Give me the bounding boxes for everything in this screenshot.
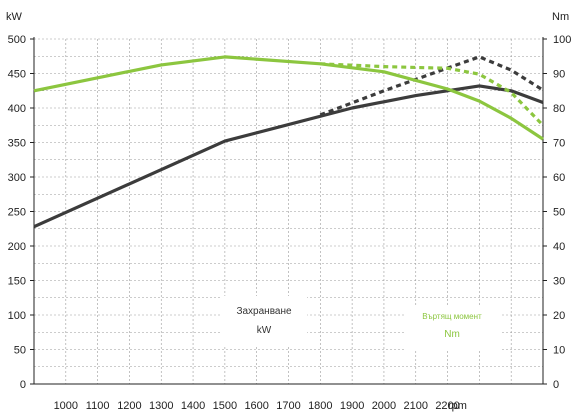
- left-tick-label: 50: [14, 345, 26, 357]
- right-tick-label: 50: [553, 207, 565, 219]
- left-tick-label: 450: [8, 69, 26, 81]
- torque-legend-unit: Nm: [444, 329, 460, 340]
- x-tick-label: 1500: [213, 400, 237, 412]
- left-tick-label: 200: [8, 241, 26, 253]
- torque-legend: Въртящ момент Nm: [404, 306, 500, 350]
- right-tick-label: 40: [553, 241, 565, 253]
- torque-legend-title: Въртящ момент: [422, 312, 482, 321]
- x-tick-label: 1000: [54, 400, 78, 412]
- power-legend-unit: kW: [256, 325, 272, 336]
- x-tick-label: 1600: [244, 400, 268, 412]
- right-tick-label: 100: [553, 34, 571, 46]
- left-tick-label: 500: [8, 34, 26, 46]
- x-tick-label: 1700: [276, 400, 300, 412]
- left-tick-label: 300: [8, 172, 26, 184]
- right-tick-label: 0: [553, 379, 559, 391]
- left-tick-label: 250: [8, 207, 26, 219]
- power-legend: Захранване kW: [221, 296, 307, 346]
- right-tick-label: 10: [553, 345, 565, 357]
- right-tick-label: 70: [553, 138, 565, 150]
- power-legend-title: Захранване: [236, 306, 292, 317]
- x-tick-label: 1800: [308, 400, 332, 412]
- right-tick-label: 60: [553, 172, 565, 184]
- chart-series: [33, 55, 545, 229]
- series-line-0: [33, 84, 544, 229]
- x-tick-label: 1200: [117, 400, 141, 412]
- chart-axes: [33, 37, 544, 385]
- left-tick-label: 400: [8, 103, 26, 115]
- x-tick-label: 2200: [435, 400, 459, 412]
- chart-ticks: 0 50 100 150 200 250 300 350 400 450 500 0 10 20 30 40 5…: [8, 34, 572, 412]
- left-tick-label: 0: [20, 379, 26, 391]
- x-tick-label: 2100: [404, 400, 428, 412]
- left-axis-unit: kW: [6, 11, 23, 23]
- right-tick-label: 80: [553, 103, 565, 115]
- left-tick-label: 350: [8, 138, 26, 150]
- x-tick-label: 2000: [372, 400, 396, 412]
- right-tick-label: 30: [553, 276, 565, 288]
- x-tick-label: 1400: [181, 400, 205, 412]
- series-line-1: [319, 55, 544, 117]
- x-axis-unit: rpm: [448, 400, 467, 412]
- x-tick-label: 1900: [340, 400, 364, 412]
- x-tick-label: 1100: [86, 400, 110, 412]
- left-tick-label: 100: [8, 310, 26, 322]
- right-tick-label: 20: [553, 310, 565, 322]
- right-axis-unit: Nm: [552, 11, 569, 23]
- right-tick-label: 90: [553, 69, 565, 81]
- left-tick-label: 150: [8, 276, 26, 288]
- series-line-2: [33, 55, 544, 141]
- x-tick-label: 1300: [149, 400, 173, 412]
